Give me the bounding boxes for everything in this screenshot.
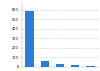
Bar — [86, 66, 94, 67]
Bar — [56, 64, 64, 67]
Bar — [26, 11, 34, 67]
Bar — [41, 61, 49, 67]
Bar — [71, 65, 79, 67]
